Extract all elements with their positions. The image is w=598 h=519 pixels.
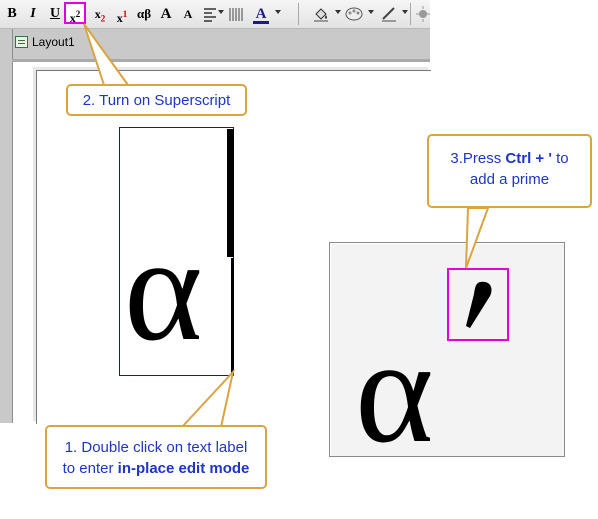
workspace-left-edge bbox=[0, 29, 12, 423]
tab-label: Layout1 bbox=[32, 35, 75, 49]
callout-step1-line2-prefix: to enter bbox=[62, 460, 118, 477]
prime-highlight bbox=[447, 268, 509, 341]
callout-step3-line2: add a prime bbox=[469, 171, 550, 188]
font-color-swatch bbox=[253, 21, 269, 24]
subscript-base: x bbox=[94, 7, 101, 21]
palette-icon[interactable] bbox=[344, 5, 364, 23]
superscript-base: x bbox=[69, 11, 76, 25]
greek-button[interactable]: αβ bbox=[136, 6, 152, 21]
palette-dropdown-icon[interactable] bbox=[368, 10, 374, 14]
callout-step3: 3.Press Ctrl + ' to add a prime bbox=[427, 134, 592, 208]
font-color-button[interactable]: A bbox=[255, 6, 267, 22]
supersub-mark: 1 bbox=[122, 9, 128, 19]
layout-window bbox=[12, 29, 431, 423]
superscript-highlight bbox=[64, 2, 86, 24]
callout-step1: 1. Double click on text label to enter i… bbox=[45, 425, 267, 489]
tab-layout1[interactable]: Layout1 bbox=[15, 33, 105, 51]
callout-step2-text: 2. Turn on Superscript bbox=[82, 92, 231, 109]
underline-button[interactable]: U bbox=[49, 6, 61, 21]
fill-dropdown-icon[interactable] bbox=[335, 10, 341, 14]
align-dropdown-icon[interactable] bbox=[218, 10, 224, 14]
prime-mark bbox=[466, 281, 492, 328]
format-toolbar: B I U x2 x2 x1 αβ A A A bbox=[0, 0, 430, 29]
pattern-icon[interactable] bbox=[415, 5, 430, 23]
toolbar-separator bbox=[410, 3, 411, 25]
shrink-font-button[interactable]: A bbox=[183, 7, 193, 21]
text-cursor bbox=[231, 258, 234, 374]
italic-button[interactable]: I bbox=[30, 6, 36, 21]
toolbar-separator bbox=[298, 3, 299, 25]
superscript-button[interactable]: x2 bbox=[65, 4, 85, 25]
font-color-dropdown-icon[interactable] bbox=[275, 10, 281, 14]
callout-step1-line2-bold: in-place edit mode bbox=[117, 460, 250, 477]
bar-pattern-icon[interactable] bbox=[228, 5, 244, 23]
grow-font-button[interactable]: A bbox=[160, 6, 172, 22]
subscript-mark: 2 bbox=[100, 13, 106, 24]
window-frame-strip bbox=[12, 59, 430, 62]
supersub-button[interactable]: x1 bbox=[113, 4, 131, 25]
subscript-button[interactable]: x2 bbox=[91, 4, 109, 24]
layout-icon bbox=[15, 36, 28, 48]
line-dropdown-icon[interactable] bbox=[402, 10, 408, 14]
callout-step3-prefix: 3.Press bbox=[450, 150, 506, 167]
callout-step1-line1: 1. Double click on text label bbox=[64, 439, 248, 456]
alpha-prime-text: α bbox=[355, 308, 434, 474]
bold-button[interactable]: B bbox=[7, 6, 17, 21]
callout-step3-keys: Ctrl + ' bbox=[505, 150, 552, 167]
align-left-icon[interactable] bbox=[203, 5, 217, 23]
alpha-text[interactable]: α bbox=[124, 206, 203, 372]
callout-step2: 2. Turn on Superscript bbox=[66, 84, 247, 116]
workspace-background bbox=[0, 29, 430, 59]
callout-step3-mid: to bbox=[551, 150, 569, 167]
superscript-mark: 2 bbox=[75, 9, 81, 19]
supersub-base: x bbox=[116, 11, 123, 25]
line-color-icon[interactable] bbox=[380, 5, 398, 23]
selection-highlight bbox=[227, 129, 234, 257]
fill-color-icon[interactable] bbox=[312, 5, 330, 23]
